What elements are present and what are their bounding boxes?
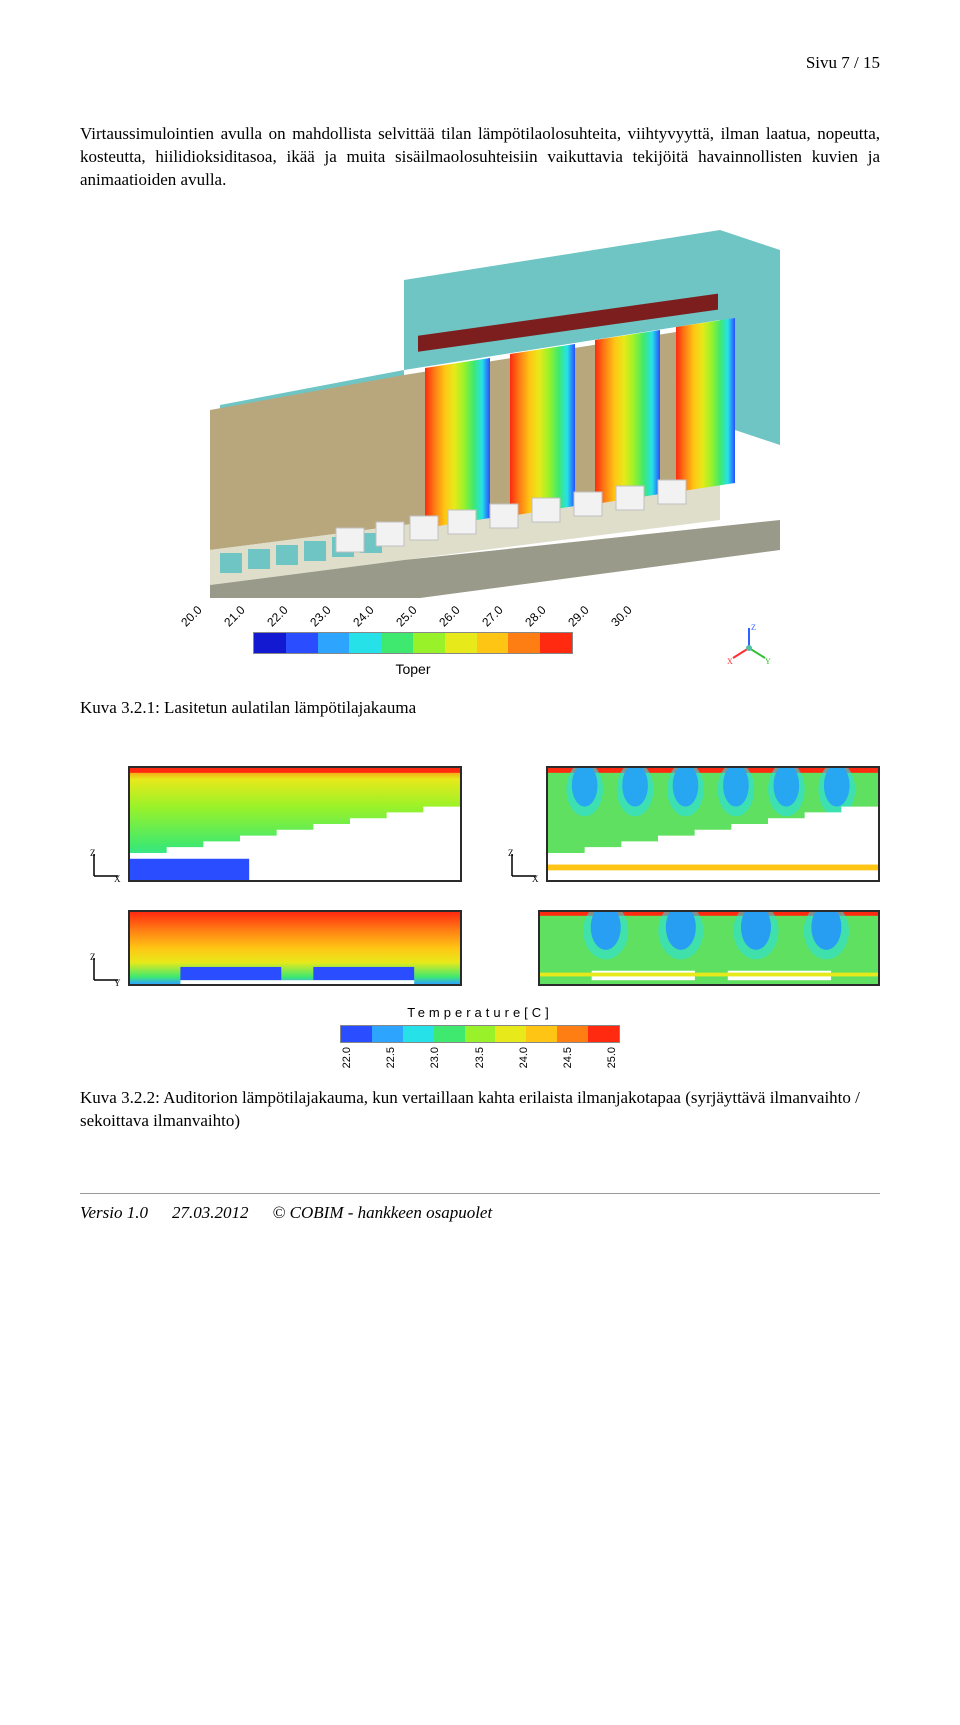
footer-date: 27.03.2012	[172, 1202, 249, 1225]
axis-indicator-zx-icon: ZX	[506, 848, 540, 882]
tick: 24.0	[350, 606, 374, 630]
tick: 22.5	[384, 1047, 399, 1068]
svg-text:Z: Z	[90, 952, 96, 962]
figure-3-2-2-caption: Kuva 3.2.2: Auditorion lämpötilajakauma,…	[80, 1087, 880, 1133]
tick: 27.0	[479, 606, 503, 630]
svg-text:X: X	[727, 657, 733, 666]
panel-bottom-left	[128, 910, 462, 986]
tick: 23.5	[473, 1047, 488, 1068]
colorbar-fig1-ticks: 20.0 21.0 22.0 23.0 24.0 25.0 26.0 27.0 …	[189, 614, 637, 630]
colorbar-fig1: 20.0 21.0 22.0 23.0 24.0 25.0 26.0 27.0 …	[189, 614, 637, 679]
tick: 28.0	[522, 606, 546, 630]
footer-copyright: © COBIM - hankkeen osapuolet	[273, 1202, 493, 1225]
axis-indicator-zy-icon: ZY	[88, 952, 122, 986]
svg-text:X: X	[532, 874, 539, 882]
panel-bottom-right	[538, 910, 880, 986]
figure-3-2-1: 20.0 21.0 22.0 23.0 24.0 25.0 26.0 27.0 …	[80, 220, 880, 679]
svg-text:Z: Z	[751, 624, 756, 632]
cfd-3d-rendering	[160, 220, 800, 600]
svg-text:Y: Y	[114, 978, 121, 986]
panel-top-left	[128, 766, 462, 882]
colorbar-fig2-ticks: 22.0 22.5 23.0 23.5 24.0 24.5 25.0	[340, 1047, 620, 1068]
svg-text:X: X	[114, 874, 121, 882]
figure-3-2-1-caption: Kuva 3.2.1: Lasitetun aulatilan lämpötil…	[80, 697, 880, 720]
page-footer: Versio 1.0 27.03.2012 © COBIM - hankkeen…	[80, 1193, 880, 1225]
colorbar-fig2-bar	[340, 1025, 620, 1043]
tick: 23.0	[428, 1047, 443, 1068]
tick: 23.0	[307, 606, 331, 630]
colorbar-fig1-bar	[253, 632, 573, 654]
page-number: Sivu 7 / 15	[80, 52, 880, 75]
tick: 20.0	[178, 606, 202, 630]
tick: 21.0	[221, 606, 245, 630]
tick: 22.0	[340, 1047, 355, 1068]
panel-top-right	[546, 766, 880, 882]
tick: 24.0	[517, 1047, 532, 1068]
tick: 30.0	[608, 606, 632, 630]
colorbar-fig1-label: Toper	[395, 660, 430, 679]
colorbar-fig2: Temperature[C] 22.0 22.5 23.0 23.5 24.0 …	[80, 1004, 880, 1069]
tick: 26.0	[436, 606, 460, 630]
svg-text:Y: Y	[765, 657, 771, 666]
colorbar-fig2-title: Temperature[C]	[407, 1004, 553, 1022]
svg-text:Z: Z	[508, 848, 514, 858]
tick: 22.0	[264, 606, 288, 630]
tick: 25.0	[393, 606, 417, 630]
svg-text:Z: Z	[90, 848, 96, 858]
body-paragraph: Virtaussimulointien avulla on mahdollist…	[80, 123, 880, 192]
figure-3-2-2: ZX	[80, 766, 880, 1069]
footer-version: Versio 1.0	[80, 1202, 148, 1225]
axis-indicator-xyz-icon: Z Y X	[727, 624, 771, 668]
axis-indicator-zx-icon: ZX	[88, 848, 122, 882]
tick: 25.0	[605, 1047, 620, 1068]
tick: 24.5	[561, 1047, 576, 1068]
tick: 29.0	[565, 606, 589, 630]
